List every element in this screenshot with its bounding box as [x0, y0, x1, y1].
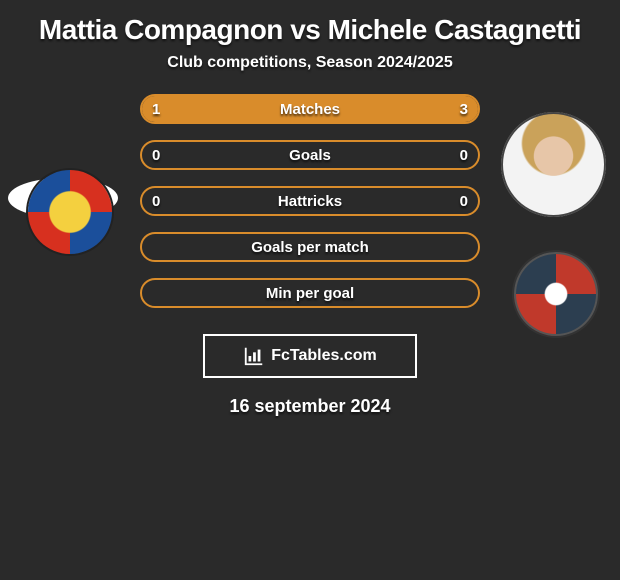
stat-bar: 0 Goals 0 [140, 140, 480, 170]
stat-value-right: 0 [460, 147, 468, 164]
chart-icon [243, 345, 265, 367]
stat-fill-right [226, 96, 478, 122]
stat-value-left: 0 [152, 147, 160, 164]
stat-value-left: 1 [152, 101, 160, 118]
date-label: 16 september 2024 [0, 396, 620, 417]
brand-label: FcTables.com [271, 347, 377, 365]
stat-label: Goals per match [251, 239, 369, 256]
stat-bar: 1 Matches 3 [140, 94, 480, 124]
stat-label: Min per goal [266, 285, 354, 302]
page-subtitle: Club competitions, Season 2024/2025 [0, 54, 620, 72]
player-right-avatar [501, 112, 606, 217]
stat-label: Goals [289, 147, 331, 164]
stat-label: Matches [280, 101, 340, 118]
club-crest-right [514, 252, 598, 336]
stat-bar: Goals per match [140, 232, 480, 262]
page-title: Mattia Compagnon vs Michele Castagnetti [0, 0, 620, 54]
stat-bar: Min per goal [140, 278, 480, 308]
club-crest-left [28, 170, 112, 254]
stat-bars: 1 Matches 3 0 Goals 0 0 Hattricks 0 Goals per mat… [140, 94, 480, 308]
comparison-panel: 1 Matches 3 0 Goals 0 0 Hattricks 0 Goals per mat… [0, 94, 620, 308]
stat-value-right: 3 [460, 101, 468, 118]
stat-value-right: 0 [460, 193, 468, 210]
stat-label: Hattricks [278, 193, 342, 210]
brand-badge: FcTables.com [203, 334, 417, 378]
stat-value-left: 0 [152, 193, 160, 210]
stat-bar: 0 Hattricks 0 [140, 186, 480, 216]
